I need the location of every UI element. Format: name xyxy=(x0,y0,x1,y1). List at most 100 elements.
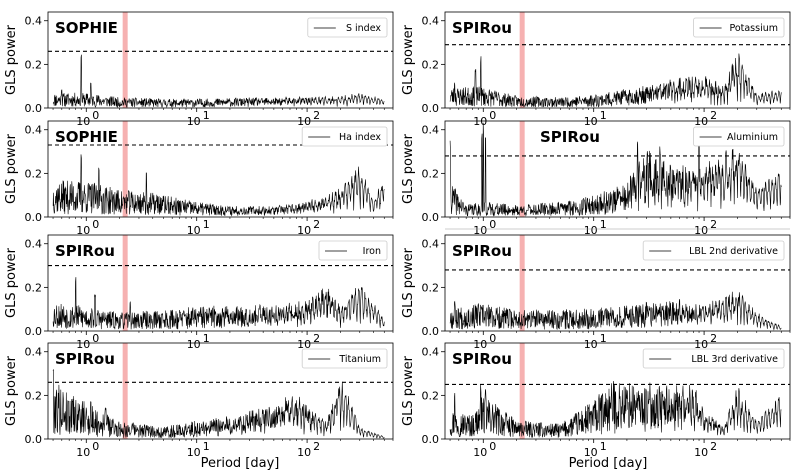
y-axis-label: GLS power xyxy=(4,133,19,204)
legend-box xyxy=(642,240,785,261)
legend-box xyxy=(307,17,388,38)
legend-label: Titanium xyxy=(338,354,381,365)
instrument-label: SPIRou xyxy=(452,19,512,37)
y-tick-label: 0.4 xyxy=(422,238,440,251)
periodogram-series-line xyxy=(52,277,385,330)
x-tick-label: 10 xyxy=(187,338,201,351)
periodogram-series-line xyxy=(449,291,782,331)
instrument-label: SOPHIE xyxy=(55,19,118,37)
legend-box xyxy=(301,126,388,147)
panel-frame xyxy=(47,120,394,218)
x-tick-label: 10 xyxy=(297,338,311,351)
legend-label: Aluminium xyxy=(727,132,778,143)
x-tick-exponent: 2 xyxy=(313,109,320,122)
instrument-label: SPIRou xyxy=(55,242,115,260)
x-tick-label: 10 xyxy=(584,446,598,459)
x-tick-exponent: 0 xyxy=(92,109,99,122)
y-tick-label: 0.0 xyxy=(422,102,440,115)
y-tick-label: 0.0 xyxy=(422,211,440,224)
legend-box xyxy=(693,126,785,147)
legend-box xyxy=(318,240,388,261)
x-tick-exponent: 2 xyxy=(710,218,717,231)
y-axis-label: GLS power xyxy=(401,24,416,95)
period-highlight-band xyxy=(122,121,128,217)
y-axis-label: GLS power xyxy=(401,355,416,426)
x-tick-exponent: 1 xyxy=(600,332,607,345)
y-tick-label: 0.0 xyxy=(422,433,440,446)
legend-label: LBL 3rd derivative xyxy=(691,354,778,365)
periodogram-series-line xyxy=(449,53,782,108)
x-tick-exponent: 0 xyxy=(489,332,496,345)
x-tick-exponent: 2 xyxy=(313,332,320,345)
x-tick-exponent: 0 xyxy=(489,109,496,122)
x-tick-exponent: 1 xyxy=(203,440,210,453)
panel-frame xyxy=(444,11,791,109)
legend-box xyxy=(301,348,388,369)
periodogram-series-line xyxy=(449,380,782,438)
x-tick-exponent: 0 xyxy=(92,218,99,231)
panel-frame xyxy=(47,342,394,440)
x-tick-exponent: 1 xyxy=(600,109,607,122)
x-tick-label: 10 xyxy=(473,446,487,459)
x-tick-label: 10 xyxy=(694,446,708,459)
y-axis-label: GLS power xyxy=(4,24,19,95)
y-axis-label: GLS power xyxy=(4,355,19,426)
x-tick-exponent: 2 xyxy=(710,332,717,345)
period-highlight-band xyxy=(519,12,525,108)
periodogram-series-line xyxy=(52,54,385,108)
legend-label: LBL 2nd derivative xyxy=(689,246,778,257)
y-tick-label: 0.2 xyxy=(25,58,43,71)
x-tick-exponent: 2 xyxy=(313,440,320,453)
instrument-label: SPIRou xyxy=(452,242,512,260)
x-tick-label: 10 xyxy=(76,338,90,351)
x-tick-label: 10 xyxy=(694,338,708,351)
instrument-label: SPIRou xyxy=(55,350,115,368)
x-tick-label: 10 xyxy=(76,115,90,128)
y-axis-label: GLS power xyxy=(4,247,19,318)
y-tick-label: 0.4 xyxy=(25,15,43,28)
y-axis-label: GLS power xyxy=(401,247,416,318)
x-tick-label: 10 xyxy=(584,224,598,237)
x-tick-label: 10 xyxy=(187,446,201,459)
y-tick-label: 0.4 xyxy=(25,238,43,251)
y-tick-label: 0.4 xyxy=(422,15,440,28)
x-tick-exponent: 0 xyxy=(489,440,496,453)
x-tick-exponent: 1 xyxy=(600,440,607,453)
periodogram-series-line xyxy=(52,369,385,439)
x-tick-exponent: 2 xyxy=(313,218,320,231)
instrument-label: SOPHIE xyxy=(55,128,118,146)
panel-frame xyxy=(444,342,791,440)
y-tick-label: 0.2 xyxy=(422,58,440,71)
panel-frame xyxy=(47,234,394,332)
legend-label: Ha index xyxy=(339,132,381,143)
periodogram-series-line xyxy=(52,154,385,217)
period-highlight-band xyxy=(519,235,525,331)
y-tick-label: 0.2 xyxy=(422,389,440,402)
legend-label: Iron xyxy=(363,246,381,257)
x-tick-label: 10 xyxy=(297,446,311,459)
y-tick-label: 0.0 xyxy=(25,325,43,338)
x-tick-exponent: 1 xyxy=(203,332,210,345)
x-tick-exponent: 1 xyxy=(203,109,210,122)
legend-label: Potassium xyxy=(729,23,778,34)
instrument-label: SPIRou xyxy=(452,350,512,368)
periodogram-series-line xyxy=(449,122,782,217)
x-tick-exponent: 1 xyxy=(203,218,210,231)
y-tick-label: 0.0 xyxy=(25,211,43,224)
instrument-label: SPIRou xyxy=(540,128,600,146)
period-highlight-band xyxy=(519,121,525,217)
period-highlight-band xyxy=(519,343,525,439)
x-tick-label: 10 xyxy=(297,224,311,237)
x-tick-label: 10 xyxy=(297,115,311,128)
y-tick-label: 0.2 xyxy=(422,167,440,180)
legend-box xyxy=(693,17,785,38)
x-tick-exponent: 2 xyxy=(710,109,717,122)
x-tick-label: 10 xyxy=(473,224,487,237)
y-tick-label: 0.4 xyxy=(25,124,43,137)
x-tick-exponent: 0 xyxy=(489,218,496,231)
